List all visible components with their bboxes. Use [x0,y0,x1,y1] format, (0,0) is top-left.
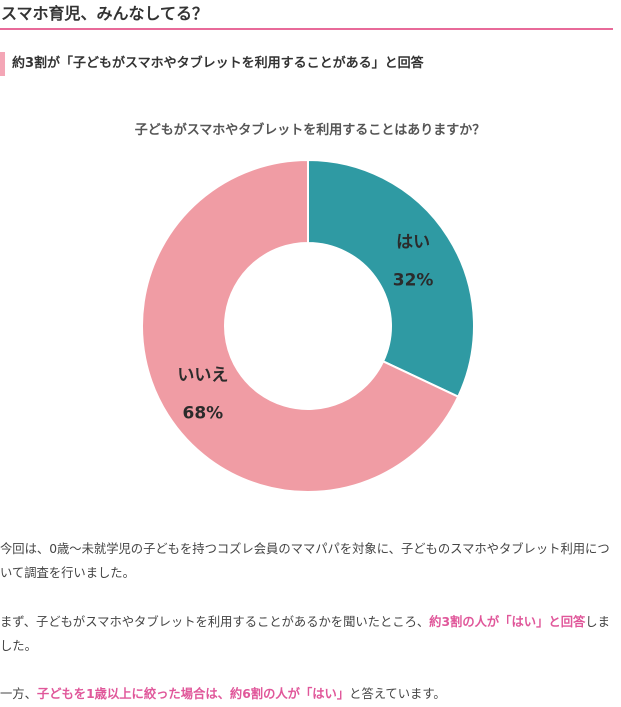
paragraph-result-highlight: 約3割の人が「はい」と回答 [429,615,586,629]
paragraph-result: まず、子どもがスマホやタブレットを利用することがあるかを聞いたところ、約3割の人… [0,610,616,658]
slice-value-label: 32% [393,270,434,290]
donut-slice-no [141,158,460,493]
section-heading: スマホ育児、みんなしてる？ [0,0,613,30]
slice-category-label: いいえ [177,366,228,386]
paragraph-result-text: まず、子どもがスマホやタブレットを利用することがあるかを聞いたところ、 [0,615,430,629]
paragraph-result-tail: しました。 [0,615,610,653]
paragraph-age-text: 一方、 [0,687,37,701]
paragraph-age-tail: と答えています。 [349,687,446,701]
section-subheading: 約3割が「子どもがスマホやタブレットを利用することがある」と回答 [0,52,613,76]
donut-chart: 子どもがスマホやタブレットを利用することはありますか？ はい 32% いいえ 68% [0,110,621,510]
chart-title: 子どもがスマホやタブレットを利用することはありますか？ [135,122,486,138]
slice-category-label: はい [396,232,430,252]
paragraph-age-highlight: 子どもを1歳以上に絞った場合は、約6割の人が「はい」 [36,687,350,701]
paragraph-intro: 今回は、0歳〜未就学児の子どもを持つコズレ会員のママパパを対象に、子どものスマホ… [0,542,610,580]
donut-slice-yes [307,158,475,399]
slice-value-label: 68% [183,404,224,424]
paragraph-age: 一方、子どもを1歳以上に絞った場合は、約6割の人が「はい」と答えています。 [0,682,616,706]
